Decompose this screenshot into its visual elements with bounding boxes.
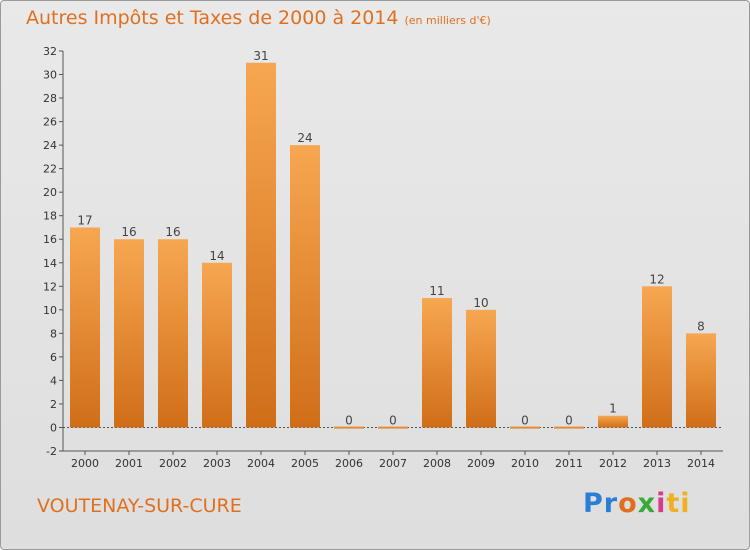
y-tick-label: 20 xyxy=(43,186,57,199)
bar xyxy=(686,333,716,428)
x-tick-label: 2009 xyxy=(467,457,495,470)
x-tick-label: 2002 xyxy=(159,457,187,470)
data-label: 0 xyxy=(389,413,397,427)
y-tick-label: 24 xyxy=(43,139,57,152)
x-tick-label: 2003 xyxy=(203,457,231,470)
y-tick-label: 14 xyxy=(43,257,57,270)
data-label: 16 xyxy=(165,225,180,239)
y-tick-label: 16 xyxy=(43,233,57,246)
x-tick-label: 2008 xyxy=(423,457,451,470)
data-labels: 17 16 16 14 31 24 0 0 11 10 0 0 1 12 8 xyxy=(77,49,704,428)
y-tick-label: 30 xyxy=(43,69,57,82)
x-tick-label: 2012 xyxy=(599,457,627,470)
bar xyxy=(290,145,320,428)
x-tick-label: 2006 xyxy=(335,457,363,470)
x-tick-label: 2011 xyxy=(555,457,583,470)
bar xyxy=(114,239,144,428)
bar xyxy=(598,415,628,428)
bar xyxy=(70,227,100,428)
data-label: 12 xyxy=(649,272,664,286)
x-tick-label: 2005 xyxy=(291,457,319,470)
data-label: 0 xyxy=(565,413,573,427)
commune-name: VOUTENAY-SUR-CURE xyxy=(37,495,242,517)
logo-part-1: Pr xyxy=(583,488,619,519)
logo-part-4: i xyxy=(656,488,667,519)
bar xyxy=(378,426,408,429)
data-label: 17 xyxy=(77,213,92,227)
bar xyxy=(202,262,232,428)
data-label: 10 xyxy=(473,296,488,310)
bar xyxy=(422,298,452,428)
proxiti-logo[interactable]: Proxiti xyxy=(583,488,691,519)
chart-title-text: Autres Impôts et Taxes de 2000 à 2014 xyxy=(26,7,399,29)
bar xyxy=(246,62,276,428)
bar xyxy=(158,239,188,428)
y-tick-label: 26 xyxy=(43,116,57,129)
data-label: 0 xyxy=(345,413,353,427)
bar xyxy=(334,426,364,429)
bar xyxy=(554,426,584,429)
data-label: 11 xyxy=(429,284,444,298)
x-tick-label: 2014 xyxy=(687,457,715,470)
data-label: 31 xyxy=(253,49,268,63)
data-label: 16 xyxy=(121,225,136,239)
data-label: 8 xyxy=(697,319,705,333)
chart-title: Autres Impôts et Taxes de 2000 à 2014 (en… xyxy=(26,7,491,29)
logo-part-5: ti xyxy=(666,488,691,519)
data-label: 0 xyxy=(521,413,529,427)
y-tick-label: 4 xyxy=(50,374,57,387)
logo-part-2: o xyxy=(618,488,638,519)
y-tick-label: 22 xyxy=(43,163,57,176)
data-label: 14 xyxy=(209,249,224,263)
y-tick-label: 10 xyxy=(43,304,57,317)
x-tick-label: 2001 xyxy=(115,457,143,470)
data-label: 1 xyxy=(609,402,617,416)
logo-part-3: x xyxy=(637,488,657,519)
x-tick-label: 2000 xyxy=(71,457,99,470)
y-tick-label: 2 xyxy=(50,398,57,411)
data-label: 24 xyxy=(297,131,312,145)
x-tick-label: 2004 xyxy=(247,457,275,470)
y-tick-label: 12 xyxy=(43,280,57,293)
x-tick-label: 2010 xyxy=(511,457,539,470)
x-tick-label: 2007 xyxy=(379,457,407,470)
y-tick-label: 8 xyxy=(50,327,57,340)
bar xyxy=(510,426,540,429)
x-tick-label: 2013 xyxy=(643,457,671,470)
y-tick-label: -2 xyxy=(46,445,57,458)
y-tick-label: 28 xyxy=(43,92,57,105)
y-tick-label: 32 xyxy=(43,45,57,58)
chart-unit: (en milliers d'€) xyxy=(404,14,491,27)
bar xyxy=(466,309,496,428)
bar xyxy=(642,286,672,428)
y-tick-label: 6 xyxy=(50,351,57,364)
y-tick-label: 18 xyxy=(43,210,57,223)
y-tick-label: 0 xyxy=(50,421,57,434)
bars xyxy=(70,62,716,429)
